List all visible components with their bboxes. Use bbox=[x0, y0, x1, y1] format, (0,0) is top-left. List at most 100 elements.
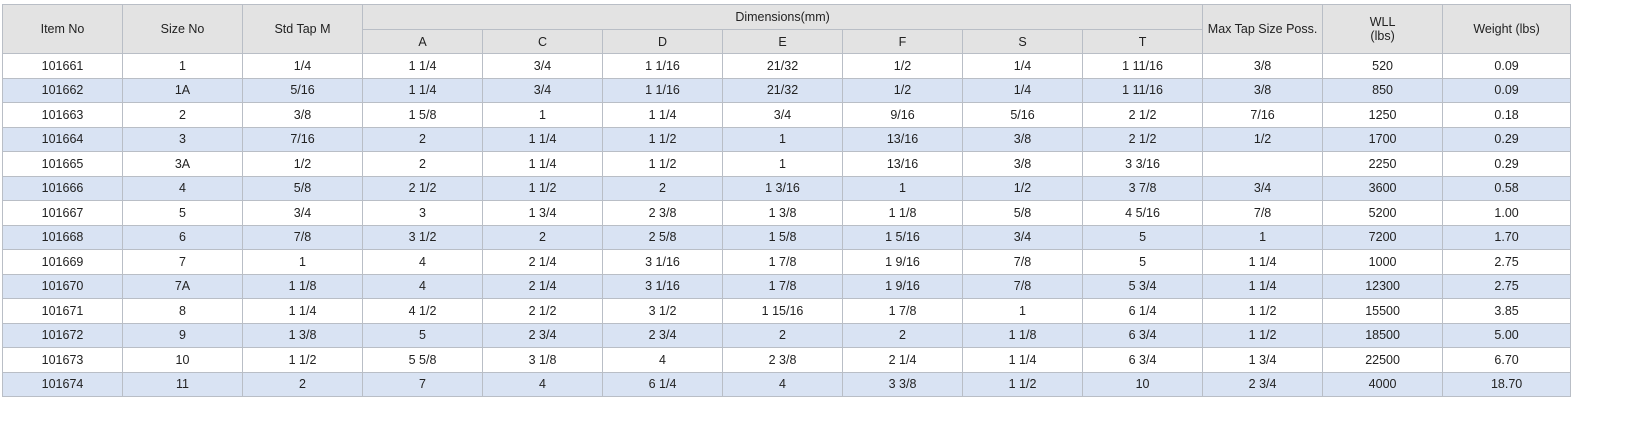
cell-std-tap: 3/4 bbox=[242, 200, 363, 226]
cell-dim-s: 1 bbox=[962, 298, 1083, 324]
cell-max-tap: 1 1/4 bbox=[1202, 249, 1324, 275]
cell-dim-e: 2 3/8 bbox=[722, 347, 843, 373]
cell-dim-a: 4 bbox=[362, 273, 483, 299]
cell-max-tap: 7/16 bbox=[1202, 102, 1324, 128]
cell-dim-d: 1 1/16 bbox=[602, 53, 723, 79]
cell-wll: 12300 bbox=[1322, 273, 1444, 299]
cell-std-tap: 7/16 bbox=[242, 126, 363, 152]
cell-dim-c: 1 1/4 bbox=[482, 126, 603, 152]
cell-dim-f: 9/16 bbox=[842, 102, 963, 128]
cell-dim-a: 5 bbox=[362, 322, 483, 348]
cell-item-no: 101671 bbox=[2, 298, 123, 324]
cell-weight: 0.29 bbox=[1442, 126, 1572, 152]
cell-dim-e: 4 bbox=[722, 371, 843, 397]
table-row: 101673 10 1 1/2 5 5/8 3 1/8 4 2 3/8 2 1/4 1 1/4 6… bbox=[2, 347, 1572, 373]
cell-weight: 2.75 bbox=[1442, 249, 1572, 275]
header-dim-f: F bbox=[842, 29, 963, 54]
cell-dim-d: 1 1/2 bbox=[602, 126, 723, 152]
cell-dim-t: 6 3/4 bbox=[1081, 322, 1204, 348]
header-dim-d: D bbox=[602, 29, 723, 54]
header-wll-line1: WLL bbox=[1369, 15, 1396, 29]
header-max-tap: Max Tap Size Poss. bbox=[1202, 4, 1324, 54]
cell-dim-t: 1 11/16 bbox=[1081, 77, 1204, 103]
cell-dim-t: 4 5/16 bbox=[1081, 200, 1204, 226]
cell-weight: 0.09 bbox=[1442, 77, 1572, 103]
cell-item-no: 101665 bbox=[2, 151, 123, 177]
cell-dim-a: 3 bbox=[362, 200, 483, 226]
header-dim-a: A bbox=[362, 29, 483, 54]
table-row: 101663 2 3/8 1 5/8 1 1 1/4 3/4 9/16 5/16 2 1/2 7/1… bbox=[2, 102, 1572, 128]
cell-dim-a: 4 1/2 bbox=[362, 298, 483, 324]
cell-dim-s: 1 1/8 bbox=[962, 322, 1083, 348]
cell-dim-e: 1 3/8 bbox=[722, 200, 843, 226]
specification-table: Item No Size No Std Tap M Dimensions(mm)… bbox=[2, 4, 1572, 397]
table-row: 101669 7 1 4 2 1/4 3 1/16 1 7/8 1 9/16 7/8 5 1 1/4… bbox=[2, 249, 1572, 275]
cell-weight: 18.70 bbox=[1442, 371, 1572, 397]
cell-dim-c: 2 bbox=[482, 224, 603, 250]
cell-max-tap: 1 bbox=[1202, 224, 1324, 250]
cell-size-no: 10 bbox=[122, 347, 243, 373]
cell-dim-f: 1 7/8 bbox=[842, 298, 963, 324]
cell-dim-d: 2 3/8 bbox=[602, 200, 723, 226]
cell-dim-d: 2 5/8 bbox=[602, 224, 723, 250]
cell-item-no: 101663 bbox=[2, 102, 123, 128]
cell-dim-c: 3 1/8 bbox=[482, 347, 603, 373]
cell-max-tap: 1 1/2 bbox=[1202, 322, 1324, 348]
cell-dim-f: 13/16 bbox=[842, 126, 963, 152]
cell-dim-f: 1 9/16 bbox=[842, 273, 963, 299]
cell-dim-f: 3 3/8 bbox=[842, 371, 963, 397]
cell-std-tap: 1 3/8 bbox=[242, 322, 363, 348]
cell-weight: 0.18 bbox=[1442, 102, 1572, 128]
cell-size-no: 7 bbox=[122, 249, 243, 275]
cell-dim-a: 5 5/8 bbox=[362, 347, 483, 373]
table-row: 101661 1 1/4 1 1/4 3/4 1 1/16 21/32 1/2 1/4 1 11/… bbox=[2, 53, 1572, 79]
cell-dim-t: 1 11/16 bbox=[1081, 53, 1204, 79]
cell-dim-a: 3 1/2 bbox=[362, 224, 483, 250]
cell-dim-t: 2 1/2 bbox=[1081, 102, 1204, 128]
cell-dim-d: 2 3/4 bbox=[602, 322, 723, 348]
cell-item-no: 101668 bbox=[2, 224, 123, 250]
cell-wll: 7200 bbox=[1322, 224, 1444, 250]
cell-dim-d: 1 1/16 bbox=[602, 77, 723, 103]
cell-wll: 2250 bbox=[1322, 151, 1444, 177]
cell-max-tap bbox=[1202, 151, 1324, 177]
cell-dim-e: 21/32 bbox=[722, 53, 843, 79]
cell-max-tap: 3/4 bbox=[1202, 175, 1324, 201]
cell-dim-d: 1 1/4 bbox=[602, 102, 723, 128]
cell-size-no: 1 bbox=[122, 53, 243, 79]
cell-std-tap: 7/8 bbox=[242, 224, 363, 250]
header-wll-line2: (lbs) bbox=[1370, 29, 1395, 43]
cell-dim-a: 4 bbox=[362, 249, 483, 275]
cell-dim-c: 4 bbox=[482, 371, 603, 397]
cell-weight: 2.75 bbox=[1442, 273, 1572, 299]
cell-wll: 3600 bbox=[1322, 175, 1444, 201]
header-item-no: Item No bbox=[2, 4, 123, 54]
cell-max-tap: 7/8 bbox=[1202, 200, 1324, 226]
cell-dim-f: 1 9/16 bbox=[842, 249, 963, 275]
table-row: 101672 9 1 3/8 5 2 3/4 2 3/4 2 2 1 1/8 6 3/4 1 1/2… bbox=[2, 322, 1572, 348]
cell-dim-c: 2 1/4 bbox=[482, 273, 603, 299]
cell-size-no: 7A bbox=[122, 273, 243, 299]
cell-size-no: 6 bbox=[122, 224, 243, 250]
cell-dim-s: 1/2 bbox=[962, 175, 1083, 201]
cell-dim-f: 2 bbox=[842, 322, 963, 348]
cell-dim-c: 1 1/4 bbox=[482, 151, 603, 177]
header-dim-e: E bbox=[722, 29, 843, 54]
cell-item-no: 101666 bbox=[2, 175, 123, 201]
cell-wll: 1700 bbox=[1322, 126, 1444, 152]
cell-dim-t: 6 3/4 bbox=[1081, 347, 1204, 373]
cell-weight: 3.85 bbox=[1442, 298, 1572, 324]
cell-dim-e: 21/32 bbox=[722, 77, 843, 103]
cell-size-no: 9 bbox=[122, 322, 243, 348]
cell-dim-a: 1 1/4 bbox=[362, 77, 483, 103]
cell-dim-c: 3/4 bbox=[482, 77, 603, 103]
cell-dim-a: 2 bbox=[362, 151, 483, 177]
cell-dim-t: 2 1/2 bbox=[1081, 126, 1204, 152]
cell-dim-c: 3/4 bbox=[482, 53, 603, 79]
cell-weight: 1.70 bbox=[1442, 224, 1572, 250]
cell-std-tap: 1 1/2 bbox=[242, 347, 363, 373]
header-dim-c: C bbox=[482, 29, 603, 54]
cell-dim-a: 1 1/4 bbox=[362, 53, 483, 79]
cell-size-no: 3A bbox=[122, 151, 243, 177]
cell-dim-a: 1 5/8 bbox=[362, 102, 483, 128]
